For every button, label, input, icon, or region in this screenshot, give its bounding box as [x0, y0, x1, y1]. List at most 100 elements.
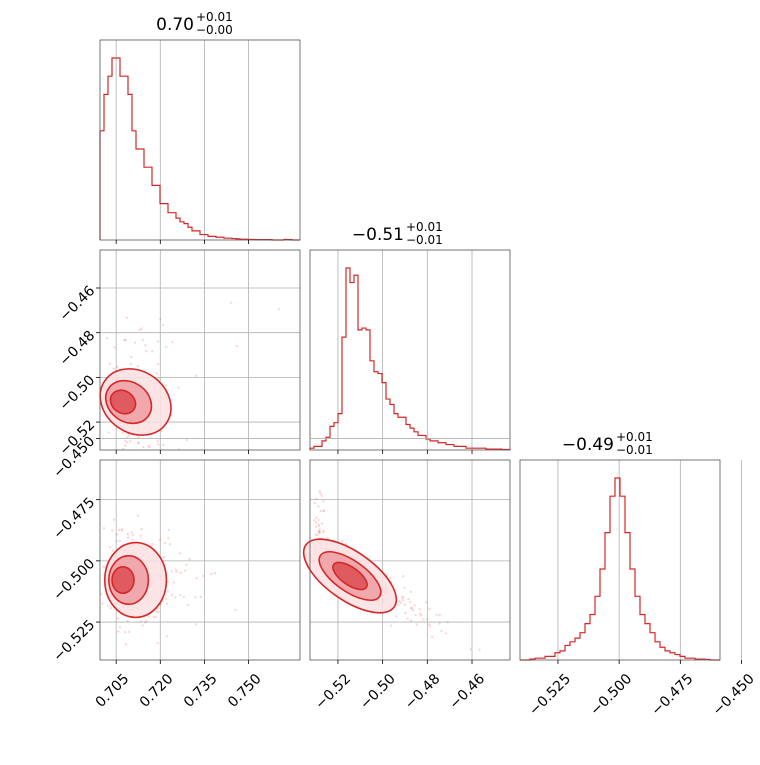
sample-point [409, 619, 413, 622]
panel-frame [99, 249, 301, 451]
sample-point [389, 624, 393, 627]
sample-point [318, 531, 322, 534]
histogram-step [309, 267, 511, 451]
sample-point [124, 444, 127, 448]
sample-point [136, 365, 140, 368]
sample-point [413, 604, 416, 607]
sample-point [426, 618, 429, 621]
sample-point [115, 533, 119, 536]
sample-point [322, 500, 325, 503]
sample-point [144, 621, 147, 624]
density-contour [332, 561, 368, 591]
sample-point [151, 350, 154, 353]
sample-point [322, 509, 326, 512]
sample-point [411, 609, 415, 612]
sample-point [322, 531, 325, 534]
sample-point [130, 531, 133, 534]
sample-point [112, 518, 116, 521]
sample-point [167, 537, 170, 540]
sample-point [318, 524, 321, 528]
sample-point [213, 572, 217, 575]
sample-point [175, 570, 178, 574]
sample-point [102, 527, 106, 530]
sample-point [107, 604, 110, 607]
x-tick-label: 0.705 [93, 671, 133, 711]
sample-point [156, 641, 159, 645]
sample-point [163, 541, 167, 545]
panel-2-0 [96, 438, 301, 664]
sample-point [319, 492, 322, 495]
sample-point [141, 445, 145, 449]
sample-point [156, 607, 159, 610]
sample-point [162, 443, 165, 446]
sample-point [144, 349, 148, 353]
sample-point [148, 446, 151, 449]
x-tick-label: 0.735 [181, 671, 221, 711]
sample-point [174, 596, 177, 599]
sample-point [186, 603, 190, 607]
sample-point [401, 599, 405, 602]
panel-frame [519, 459, 721, 661]
sample-point [427, 623, 431, 626]
title-plus-error: +0.01 [196, 10, 233, 24]
sample-point [166, 590, 169, 593]
sample-point [401, 595, 404, 599]
sample-point [161, 323, 165, 327]
sample-point [111, 529, 114, 532]
x-tick-label: 0.750 [225, 671, 265, 711]
sample-point [116, 617, 120, 620]
sample-point [194, 623, 198, 626]
sample-point [438, 613, 441, 617]
sample-point [127, 536, 130, 539]
sample-point [123, 339, 126, 342]
sample-point [428, 625, 432, 628]
sample-point [320, 522, 324, 525]
sample-point [140, 527, 143, 531]
sample-point [130, 355, 133, 359]
sample-point [137, 436, 140, 439]
panel-title: −0.49 [562, 435, 614, 455]
sample-point [116, 365, 119, 369]
sample-point [124, 439, 127, 443]
sample-point [172, 581, 176, 584]
sample-point [131, 533, 135, 537]
sample-point [125, 316, 129, 320]
sample-point [112, 367, 115, 370]
sample-point [341, 540, 344, 543]
sample-point [317, 518, 320, 522]
sample-point [229, 301, 232, 304]
sample-point [107, 431, 111, 434]
sample-point [155, 615, 158, 619]
sample-point [147, 444, 151, 448]
sample-point [409, 600, 412, 604]
sample-point [478, 648, 481, 651]
sample-point [409, 590, 412, 593]
sample-point [127, 434, 130, 437]
sample-point [113, 346, 116, 349]
sample-point [136, 442, 140, 445]
sample-point [178, 552, 182, 555]
sample-point [406, 617, 409, 620]
x-tick-label: 0.720 [137, 671, 177, 711]
sample-point [422, 618, 425, 621]
panel-2-2: −0.49 +0.01−0.01 [519, 430, 742, 664]
sample-point [152, 615, 156, 619]
sample-point [157, 610, 160, 614]
title-minus-error: −0.01 [616, 443, 653, 457]
sample-point [126, 619, 129, 623]
sample-point [202, 574, 205, 578]
sample-point [165, 602, 169, 605]
sample-point [319, 509, 323, 513]
sample-point [199, 595, 203, 598]
sample-point [419, 614, 423, 617]
sample-point [117, 528, 121, 532]
sample-point [185, 563, 188, 566]
sample-point [139, 620, 143, 623]
sample-point [235, 344, 238, 348]
sample-point [395, 615, 398, 618]
sample-point [344, 542, 348, 546]
sample-point [101, 602, 104, 605]
sample-point [156, 363, 160, 366]
sample-point [314, 521, 318, 524]
